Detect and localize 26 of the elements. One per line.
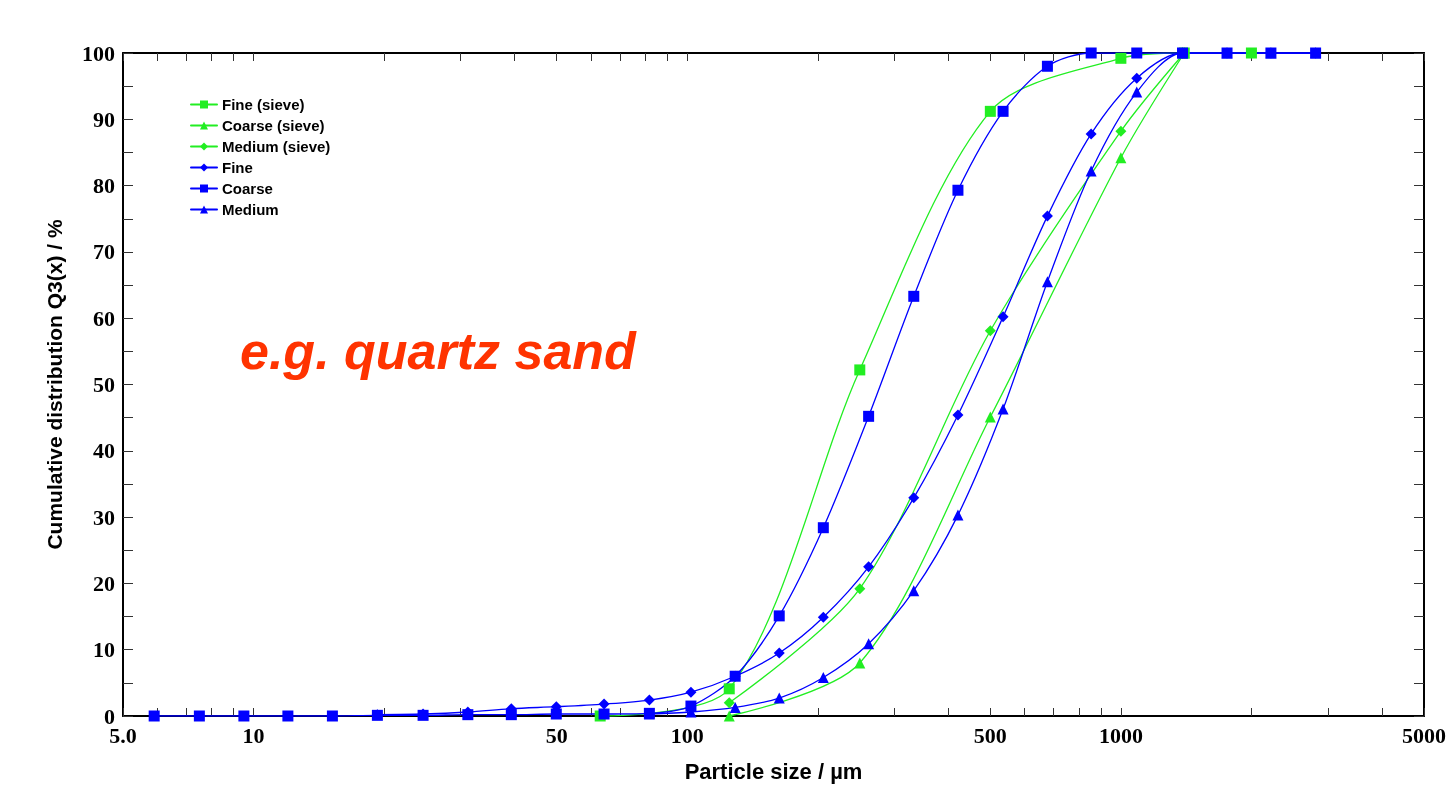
x-tick-label: 5000 [1402, 722, 1446, 748]
y-tick-label: 80 [93, 173, 115, 199]
y-tick-label: 20 [93, 570, 115, 596]
legend-label: Coarse [222, 180, 273, 197]
annotation: e.g. quartz sand [240, 322, 638, 380]
legend-label: Fine [222, 159, 253, 176]
legend-label: Coarse (sieve) [222, 117, 325, 134]
legend-label: Fine (sieve) [222, 96, 305, 113]
legend-label: Medium [222, 201, 279, 218]
x-tick-label: 1000 [1098, 722, 1143, 748]
x-tick-label: 500 [973, 722, 1007, 748]
y-tick-label: 70 [93, 239, 115, 265]
x-axis-title: Particle size / µm [684, 758, 863, 784]
y-tick-label: 90 [93, 106, 115, 132]
y-tick-label: 10 [93, 637, 115, 663]
y-tick-label: 100 [82, 40, 115, 66]
y-tick-label: 50 [93, 372, 115, 397]
y-tick-label: 40 [93, 438, 115, 464]
x-tick-label: 100 [670, 722, 704, 748]
x-tick-label: 10 [242, 722, 265, 748]
y-tick-label: 0 [104, 703, 115, 729]
legend-label: Medium (sieve) [222, 138, 331, 155]
y-tick-label: 60 [93, 305, 115, 331]
y-tick-label: 30 [93, 504, 115, 530]
x-tick-label: 50 [545, 722, 568, 748]
y-axis-title: Cumulative distribution Q3(x) / % [43, 219, 66, 550]
